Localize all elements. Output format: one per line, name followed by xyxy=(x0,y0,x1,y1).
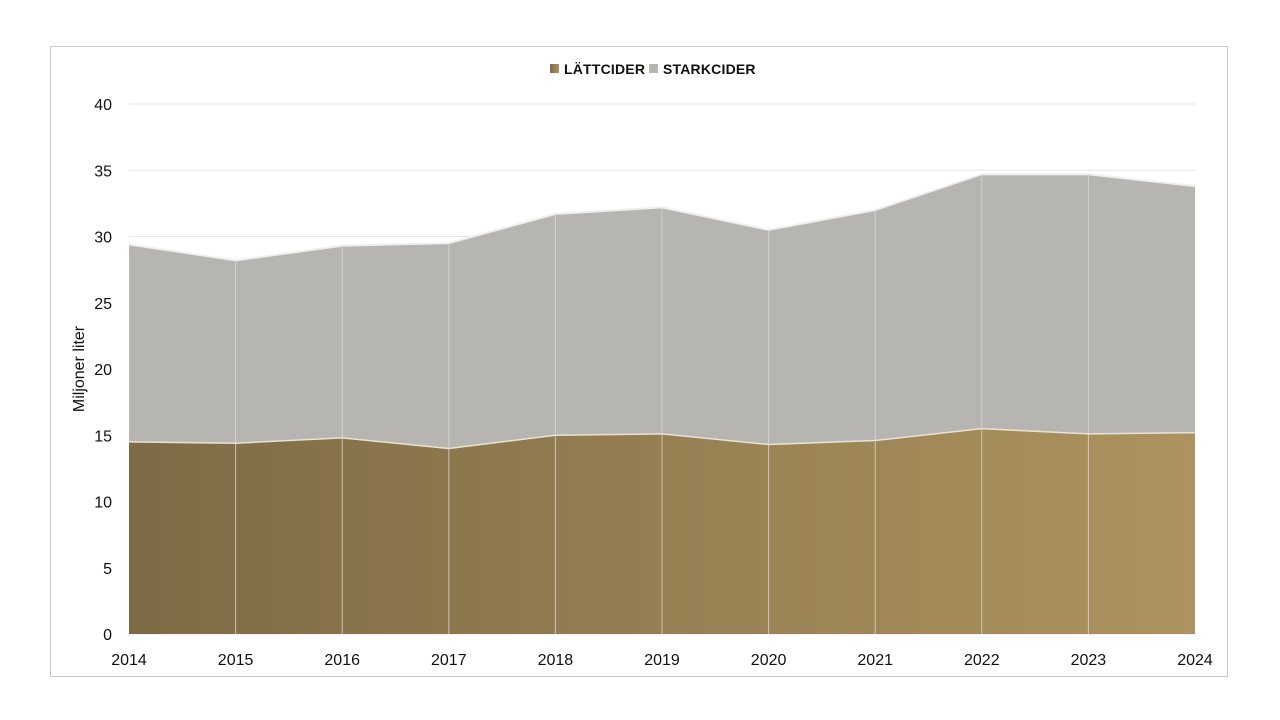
legend-swatch-lattcider xyxy=(550,64,559,73)
x-tick-label: 2015 xyxy=(218,652,254,669)
y-tick-label: 25 xyxy=(94,296,112,313)
legend-label-lattcider: LÄTTCIDER xyxy=(564,61,645,77)
x-tick-label: 2024 xyxy=(1177,652,1213,669)
y-tick-label: 40 xyxy=(94,97,112,114)
year-separators xyxy=(235,174,1089,634)
y-axis-ticks: 0 5 10 15 20 25 30 35 40 xyxy=(94,97,112,644)
x-tick-label: 2016 xyxy=(324,652,360,669)
x-tick-label: 2021 xyxy=(857,652,893,669)
legend: LÄTTCIDER STARKCIDER xyxy=(550,61,756,77)
x-tick-label: 2022 xyxy=(964,652,1000,669)
legend-label-starkcider: STARKCIDER xyxy=(663,61,756,77)
y-tick-label: 5 xyxy=(103,561,112,578)
y-tick-label: 10 xyxy=(94,495,112,512)
y-tick-label: 20 xyxy=(94,362,112,379)
y-tick-label: 30 xyxy=(94,230,112,247)
x-tick-label: 2020 xyxy=(751,652,787,669)
y-tick-label: 15 xyxy=(94,428,112,445)
x-tick-label: 2014 xyxy=(111,652,147,669)
x-tick-label: 2017 xyxy=(431,652,467,669)
legend-swatch-starkcider xyxy=(649,64,658,73)
x-axis-ticks: 2014 2015 2016 2017 2018 2019 2020 2021 2022 2023… xyxy=(111,652,1213,669)
y-tick-label: 0 xyxy=(103,627,112,644)
y-axis-label: Miljoner liter xyxy=(71,325,88,412)
x-tick-label: 2023 xyxy=(1071,652,1107,669)
x-tick-label: 2019 xyxy=(644,652,680,669)
y-tick-label: 35 xyxy=(94,163,112,180)
x-tick-label: 2018 xyxy=(538,652,574,669)
